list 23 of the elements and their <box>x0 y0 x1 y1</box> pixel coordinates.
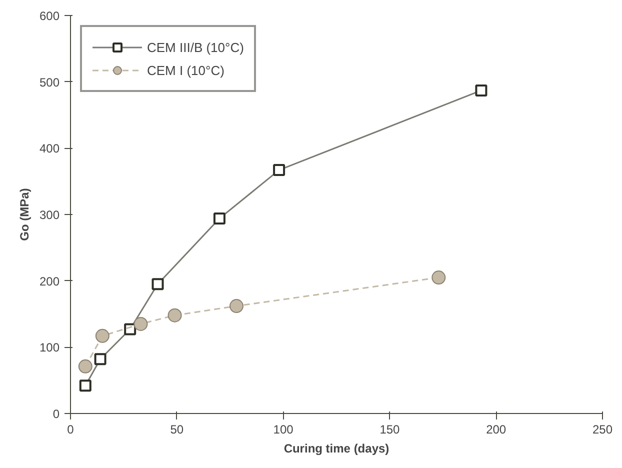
x-tick-label: 200 <box>486 422 506 436</box>
point <box>229 299 244 314</box>
legend-label: CEM III/B (10°C) <box>147 40 244 54</box>
x-tick-label: 100 <box>273 422 294 436</box>
point <box>168 308 182 322</box>
x-tick-label: 150 <box>380 422 400 436</box>
x-tick-label: 50 <box>170 422 184 436</box>
legend-label: CEM I (10°C) <box>147 62 224 78</box>
y-tick-label: 0 <box>52 407 60 421</box>
y-axis-title: Go (MPa) <box>17 188 32 241</box>
y-tick-label: 600 <box>39 9 60 23</box>
y-tick-label: 400 <box>39 142 60 156</box>
x-axis-title: Curing time (days) <box>284 442 390 456</box>
y-tick-label: 300 <box>39 208 60 222</box>
y-tick-label: 500 <box>39 75 60 90</box>
point <box>432 270 446 285</box>
x-tick-label: 0 <box>67 422 74 436</box>
point <box>134 316 148 331</box>
point <box>78 359 92 374</box>
x-tick-label: 250 <box>592 422 613 436</box>
point <box>95 328 110 343</box>
y-tick-label: 200 <box>39 274 60 288</box>
y-tick-label: 100 <box>39 340 60 355</box>
